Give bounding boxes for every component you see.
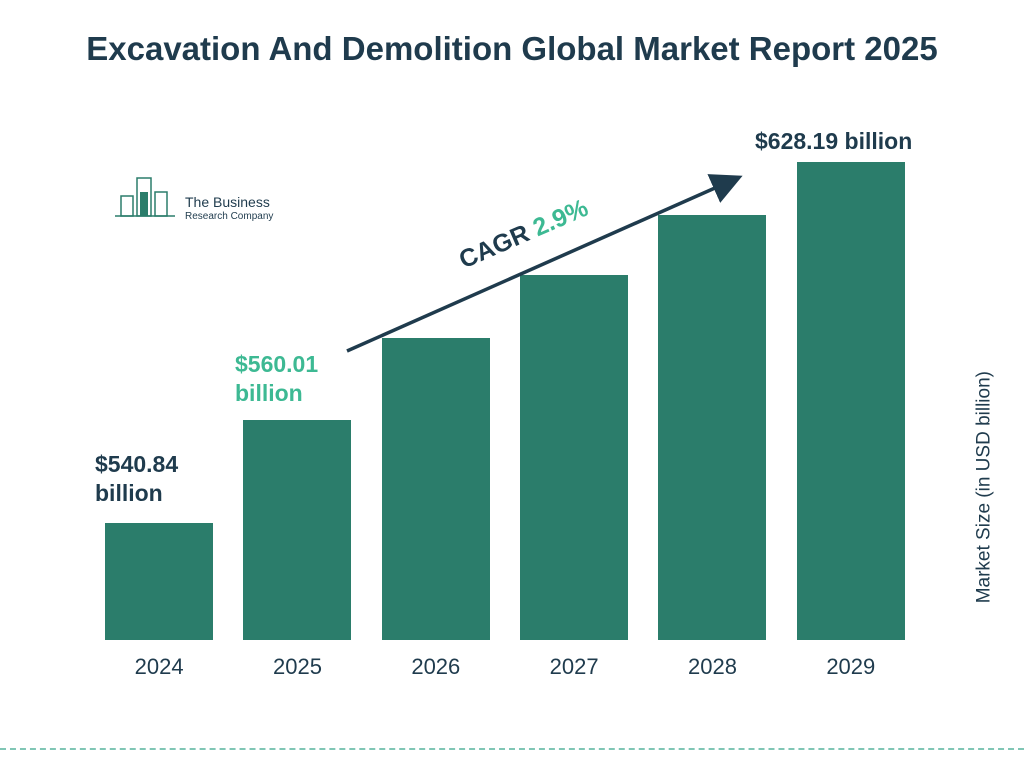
bar-2029 [797, 162, 905, 640]
data-label-unit: billion [95, 479, 178, 508]
data-label-2024: $540.84 billion [95, 450, 178, 508]
xlabel: 2029 [786, 654, 916, 680]
bar-2026 [382, 338, 490, 640]
data-label-unit: billion [235, 379, 318, 408]
bottom-divider [0, 748, 1024, 750]
data-label-value: $628.19 billion [755, 128, 912, 154]
data-label-value: $560.01 [235, 350, 318, 379]
bar-2025 [243, 420, 351, 640]
data-label-value: $540.84 [95, 450, 178, 479]
x-axis-labels: 2024 2025 2026 2027 2028 2029 [90, 654, 920, 680]
cagr-annotation: CAGR 2.9% [335, 165, 755, 365]
bar-2024 [105, 523, 213, 640]
y-axis-label: Market Size (in USD billion) [973, 371, 995, 603]
xlabel: 2025 [232, 654, 362, 680]
xlabel: 2026 [371, 654, 501, 680]
data-label-2029: $628.19 billion [755, 127, 912, 156]
data-label-2025: $560.01 billion [235, 350, 318, 408]
chart-title: Excavation And Demolition Global Market … [0, 0, 1024, 69]
xlabel: 2027 [509, 654, 639, 680]
trend-arrow-icon [335, 165, 755, 365]
xlabel: 2024 [94, 654, 224, 680]
xlabel: 2028 [647, 654, 777, 680]
